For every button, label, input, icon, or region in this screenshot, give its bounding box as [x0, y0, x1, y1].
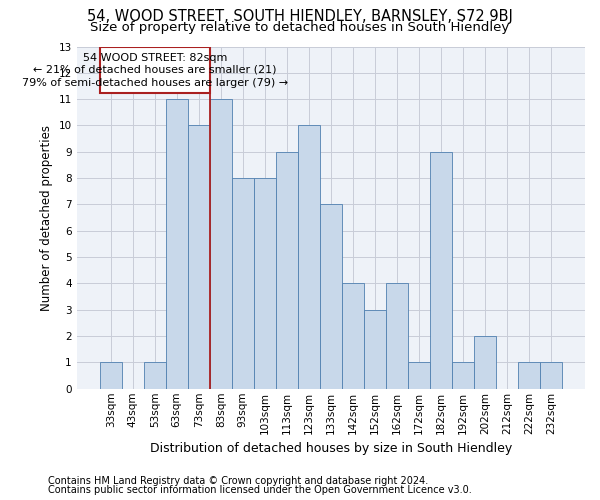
Bar — [100, 362, 122, 389]
Bar — [298, 126, 320, 389]
Bar — [342, 284, 364, 389]
Text: Size of property relative to detached houses in South Hiendley: Size of property relative to detached ho… — [91, 21, 509, 34]
Bar — [474, 336, 496, 389]
Text: 79% of semi-detached houses are larger (79) →: 79% of semi-detached houses are larger (… — [22, 78, 288, 88]
Bar — [188, 126, 210, 389]
Bar — [408, 362, 430, 389]
Y-axis label: Number of detached properties: Number of detached properties — [40, 124, 53, 310]
Text: ← 21% of detached houses are smaller (21): ← 21% of detached houses are smaller (21… — [33, 65, 277, 75]
Bar — [320, 204, 342, 389]
Bar — [210, 99, 232, 389]
Bar — [540, 362, 562, 389]
Text: 54 WOOD STREET: 82sqm: 54 WOOD STREET: 82sqm — [83, 53, 227, 63]
Bar — [276, 152, 298, 389]
Bar — [144, 362, 166, 389]
Text: Contains public sector information licensed under the Open Government Licence v3: Contains public sector information licen… — [48, 485, 472, 495]
Bar — [452, 362, 474, 389]
Bar — [254, 178, 276, 389]
Bar — [386, 284, 408, 389]
FancyBboxPatch shape — [100, 46, 210, 92]
Text: Contains HM Land Registry data © Crown copyright and database right 2024.: Contains HM Land Registry data © Crown c… — [48, 476, 428, 486]
Bar — [518, 362, 540, 389]
Text: 54, WOOD STREET, SOUTH HIENDLEY, BARNSLEY, S72 9BJ: 54, WOOD STREET, SOUTH HIENDLEY, BARNSLE… — [87, 9, 513, 24]
X-axis label: Distribution of detached houses by size in South Hiendley: Distribution of detached houses by size … — [149, 442, 512, 455]
Bar — [364, 310, 386, 389]
Bar — [232, 178, 254, 389]
Bar — [166, 99, 188, 389]
Bar — [430, 152, 452, 389]
